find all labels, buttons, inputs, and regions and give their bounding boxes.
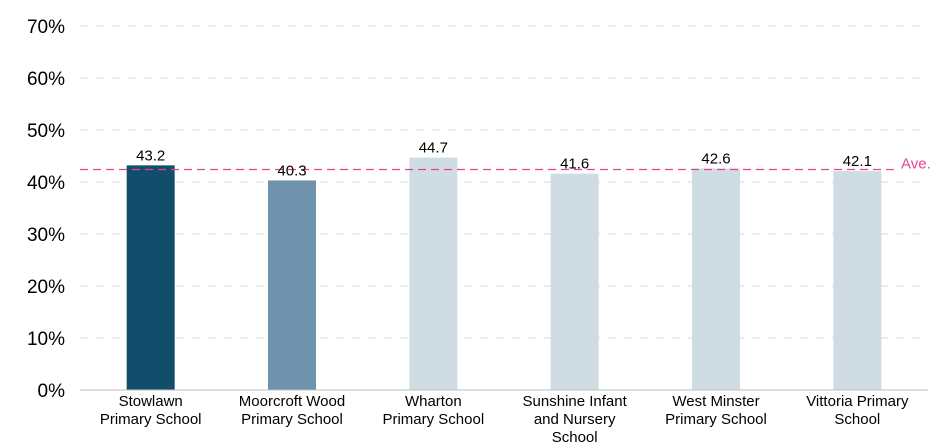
bar (550, 173, 599, 390)
bar-value-label: 43.2 (136, 147, 165, 164)
bars (126, 157, 882, 390)
y-tick-label: 0% (38, 381, 66, 402)
gridlines (80, 25, 928, 339)
bar-value-label: 41.6 (560, 156, 589, 173)
category-label: West Minster Primary School (665, 393, 767, 428)
average-line-group: Ave. (80, 156, 931, 173)
category-label: Moorcroft Wood Primary School (239, 393, 345, 428)
category-label: Stowlawn Primary School (100, 393, 202, 428)
x-axis-category-labels: Stowlawn Primary School Moorcroft Wood Prim… (100, 393, 909, 446)
bar-value-label: 42.6 (701, 150, 730, 167)
y-tick-label: 40% (27, 173, 65, 194)
y-tick-label: 20% (27, 277, 65, 298)
bar (268, 180, 316, 390)
y-tick-label: 50% (27, 121, 65, 142)
category-label: Vittoria Primary School (806, 393, 909, 428)
average-label: Ave. (901, 156, 931, 173)
category-label: Wharton Primary School (382, 393, 484, 428)
y-tick-label: 10% (27, 329, 65, 350)
y-tick-label: 30% (27, 225, 65, 246)
y-tick-label: 70% (27, 17, 65, 38)
bar (126, 165, 175, 390)
bar (833, 171, 882, 390)
bar (409, 157, 458, 390)
bar-value-label: 42.1 (843, 153, 872, 170)
y-axis-tick-labels: 0% 10% 20% 30% 40% 50% 60% 70% (27, 17, 65, 402)
data-labels: 43.2 40.3 44.7 41.6 42.6 42.1 (136, 140, 872, 180)
category-label: Sunshine Infant and Nursery School (523, 393, 628, 446)
bar-value-label: 44.7 (419, 140, 448, 157)
y-tick-label: 60% (27, 69, 65, 90)
bar (692, 168, 740, 390)
bar-value-label: 40.3 (277, 162, 306, 179)
